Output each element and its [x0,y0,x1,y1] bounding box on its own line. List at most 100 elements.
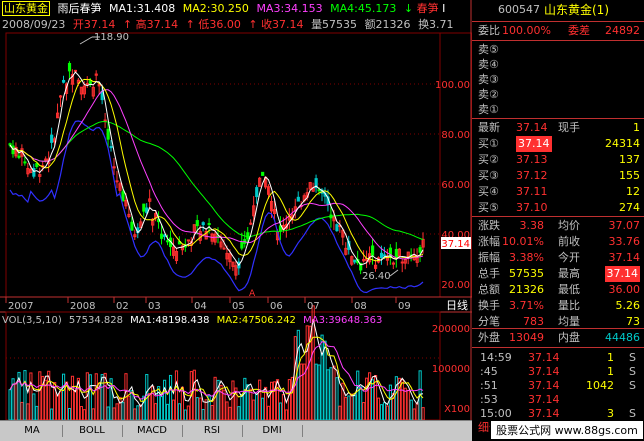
latest-label: 最新 [478,121,500,134]
candle-body [139,221,143,228]
tick-price: 37.14 [528,393,560,406]
volume-bar [174,370,179,420]
stat-value: 3.71% [509,299,544,312]
buy-volume: 24314 [605,137,640,150]
panel-title: 600547 山东黄金(1) [472,2,644,20]
candle-body [213,233,217,243]
buy-price: 37.10 [516,201,548,214]
candle-body [252,205,256,217]
tick-time: 14:59 [480,351,512,364]
volume-bar [296,329,300,420]
volume-bar [8,389,12,420]
volume-bar [353,395,357,420]
tick-row: :51 37.14 1042 S [472,378,644,394]
quote-panel: 600547 山东黄金(1) 委比 100.00% 委差 24892 卖⑤ 卖④ 卖… [472,0,644,440]
marker-a: A [249,289,256,299]
buy-volume: 274 [619,201,640,214]
stat-value: 10.01% [502,235,544,248]
buy-volume: 137 [619,153,640,166]
candle-body [29,169,33,173]
vol-tick-100000: 100000 [432,364,470,375]
tick-price: 37.14 [528,407,560,420]
stat-label-2: 均量 [558,315,580,328]
volume-bar [183,409,187,420]
tick-volume: 1 [607,351,614,364]
daily-toggle[interactable]: 日线 [446,298,468,312]
volume-bar [204,399,208,420]
quote-header: 2008/09/23 开37.14 ↑ 高37.14 ↑ 低36.00 ↑ 收3… [2,17,458,33]
waipan-label: 外盘 [478,331,500,344]
tab-dmi[interactable]: DMI [244,423,303,439]
volume-bar [240,394,244,420]
stat-label: 分笔 [478,315,500,328]
volume-chart-frame [5,311,441,420]
candle-body [341,229,345,238]
volume-bar [106,406,110,420]
vol-unit: X100 [444,404,470,415]
volume-bar [231,380,235,420]
volume-bar [252,399,256,420]
candle-body [32,168,36,177]
volume-bar [59,391,63,420]
volume-bar [267,405,271,420]
volume-bar [317,364,321,420]
volume-bar [299,363,303,420]
volume-bar [139,404,143,420]
candle-body [308,182,312,190]
volume-bar [341,382,345,420]
volume-bar [127,395,131,420]
quote-amount: 额21326 [364,18,411,31]
stat-value-2: 5.26 [615,299,641,312]
volume-bar [382,402,387,420]
tab-ma[interactable]: MA [4,423,63,439]
candle-body [115,180,119,183]
volume-bar [314,363,318,420]
buy-row: 买⑤ 37.10 274 [472,200,644,216]
price-chart[interactable]: 118.90 26.40 100.00 80.00 60.00 40.00 20… [0,0,472,420]
candle-body [207,223,211,226]
tick-volume: 1 [607,365,614,378]
candle-body [38,174,42,177]
volume-bar [115,403,119,420]
xianshou-value: 1 [633,121,640,134]
y-tick-20: 20.00 [441,280,470,291]
sell-row: 卖④ [472,57,644,73]
volume-bar [67,408,72,420]
volume-bar [320,334,324,420]
ma3-line [9,89,424,260]
volume-bar [148,393,152,420]
candle-body [70,74,75,85]
volume-bar [332,365,336,420]
buy-row: 买③ 37.12 155 [472,168,644,184]
tick-time: :53 [480,393,498,406]
volume-bar [207,395,211,420]
candle-body [219,241,223,248]
volume-bar [237,406,241,420]
candle-body [130,221,134,231]
tab-boll[interactable]: BOLL [64,423,123,439]
volume-bar [403,387,407,420]
stat-row: 总额 21326 最低 36.00 [472,282,644,298]
volume-bar [29,372,33,420]
signal-suffix: I [442,2,446,15]
volume-bar [50,408,54,420]
volume-bar [82,409,86,420]
buy-price: 37.12 [516,169,548,182]
stock-name[interactable]: 山东黄金 [2,1,50,16]
sell-label: 卖① [478,103,499,116]
candle-body [397,248,401,257]
volume-bar [338,405,342,420]
volume-bar [421,407,425,420]
tick-price: 37.14 [528,379,560,392]
tick-price: 37.14 [528,365,560,378]
stat-label-2: 量比 [558,299,580,312]
volume-bar [210,404,214,420]
volume-bar [100,374,104,420]
low-label: 26.40 [362,271,391,282]
tab-macd[interactable]: MACD [124,423,183,439]
candle-body [160,233,164,239]
volume-bar [64,381,69,420]
volume-bar [168,374,173,420]
volume-bar [255,393,259,420]
tab-rsi[interactable]: RSI [184,423,243,439]
